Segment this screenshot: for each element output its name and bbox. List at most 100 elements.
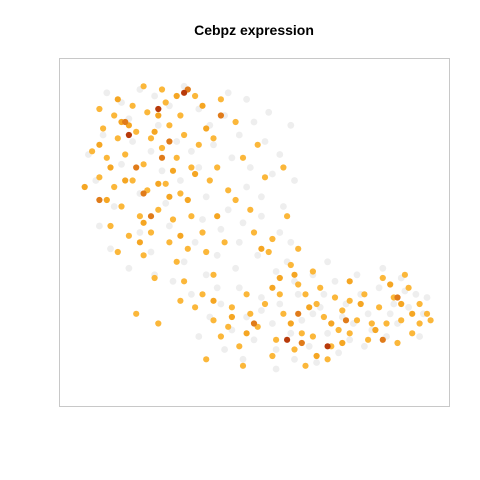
data-point-mid xyxy=(387,281,394,288)
data-point-mid xyxy=(228,313,235,321)
data-point-none xyxy=(217,300,225,308)
data-point-none xyxy=(118,160,125,168)
data-point-none xyxy=(320,290,328,298)
data-point-low xyxy=(147,135,155,142)
data-point-low xyxy=(140,83,147,90)
data-point-low xyxy=(243,291,250,298)
data-point-max xyxy=(324,343,331,350)
data-point-low xyxy=(129,102,136,109)
data-point-low xyxy=(177,297,184,304)
data-point-mid xyxy=(136,239,143,246)
data-point-low xyxy=(166,122,173,129)
data-point-low xyxy=(173,258,180,265)
data-point-none xyxy=(390,300,398,308)
data-point-none xyxy=(386,310,394,318)
data-point-none xyxy=(331,277,339,285)
data-point-low xyxy=(107,222,114,230)
data-point-low xyxy=(162,99,169,106)
data-point-none xyxy=(246,164,254,171)
data-point-low xyxy=(221,239,228,246)
data-point-none xyxy=(173,138,181,145)
data-point-none xyxy=(313,359,320,366)
data-point-low xyxy=(383,320,390,327)
data-point-low xyxy=(192,304,199,311)
data-point-mid xyxy=(258,245,265,252)
data-point-low xyxy=(309,333,316,340)
data-point-none xyxy=(412,290,420,298)
data-point-none xyxy=(162,199,170,207)
data-point-low xyxy=(232,118,239,126)
data-point-none xyxy=(110,203,118,210)
data-point-low xyxy=(188,164,195,171)
data-point-none xyxy=(272,268,280,275)
data-point-low xyxy=(394,339,401,347)
data-point-none xyxy=(335,349,342,357)
data-point-low xyxy=(199,229,206,236)
plot-frame xyxy=(59,58,450,407)
data-point-none xyxy=(287,121,295,129)
data-point-none xyxy=(287,238,295,246)
data-point-mid xyxy=(192,170,199,178)
data-point-low xyxy=(276,291,283,298)
data-point-low xyxy=(203,356,210,363)
data-point-low xyxy=(155,206,162,213)
data-point-none xyxy=(254,251,262,259)
data-point-low xyxy=(133,310,140,317)
data-point-low xyxy=(361,291,368,298)
data-point-low xyxy=(103,154,110,161)
data-point-none xyxy=(213,284,221,292)
data-point-low xyxy=(203,248,210,256)
data-point-high xyxy=(147,213,155,220)
data-point-low xyxy=(210,317,217,324)
data-point-low xyxy=(401,271,408,278)
data-point-high xyxy=(250,320,258,327)
data-point-low xyxy=(158,86,166,93)
data-point-low xyxy=(317,284,324,291)
data-point-max xyxy=(181,89,188,96)
data-point-none xyxy=(199,216,206,223)
data-point-low xyxy=(250,229,258,236)
data-point-none xyxy=(269,320,276,327)
data-point-high xyxy=(298,339,305,347)
data-point-mid xyxy=(357,300,364,308)
data-point-low xyxy=(147,229,155,236)
data-point-mid xyxy=(199,102,206,109)
data-point-low xyxy=(269,235,276,243)
data-point-low xyxy=(214,164,221,171)
data-point-low xyxy=(111,183,118,191)
data-point-low xyxy=(416,300,423,308)
data-point-max xyxy=(155,105,162,113)
data-point-low xyxy=(239,362,247,369)
data-point-low xyxy=(177,190,184,197)
data-point-low xyxy=(173,154,180,161)
data-point-none xyxy=(324,258,331,266)
data-point-mid xyxy=(184,196,191,204)
data-point-low xyxy=(140,252,147,259)
data-point-low xyxy=(118,203,125,210)
data-point-mid xyxy=(210,297,217,304)
data-point-mid xyxy=(169,167,177,174)
data-point-low xyxy=(365,336,372,343)
data-point-low xyxy=(284,213,291,220)
data-point-mid xyxy=(96,141,103,148)
data-point-low xyxy=(144,109,151,116)
data-point-mid xyxy=(269,284,276,291)
data-point-mid xyxy=(173,92,180,100)
data-point-none xyxy=(235,284,243,292)
data-point-low xyxy=(166,239,173,246)
data-point-low xyxy=(232,196,239,204)
data-point-low xyxy=(114,135,121,142)
data-point-low xyxy=(409,330,416,337)
data-point-none xyxy=(291,355,298,363)
data-point-mid xyxy=(155,180,162,187)
data-point-none xyxy=(298,316,306,324)
data-point-high xyxy=(133,164,140,171)
data-point-none xyxy=(346,336,354,344)
data-point-none xyxy=(239,219,247,227)
data-point-high xyxy=(342,317,350,324)
data-point-mid xyxy=(214,213,221,220)
data-point-none xyxy=(188,290,195,298)
data-point-none xyxy=(269,170,276,178)
data-point-none xyxy=(416,333,423,340)
data-point-none xyxy=(405,303,412,311)
